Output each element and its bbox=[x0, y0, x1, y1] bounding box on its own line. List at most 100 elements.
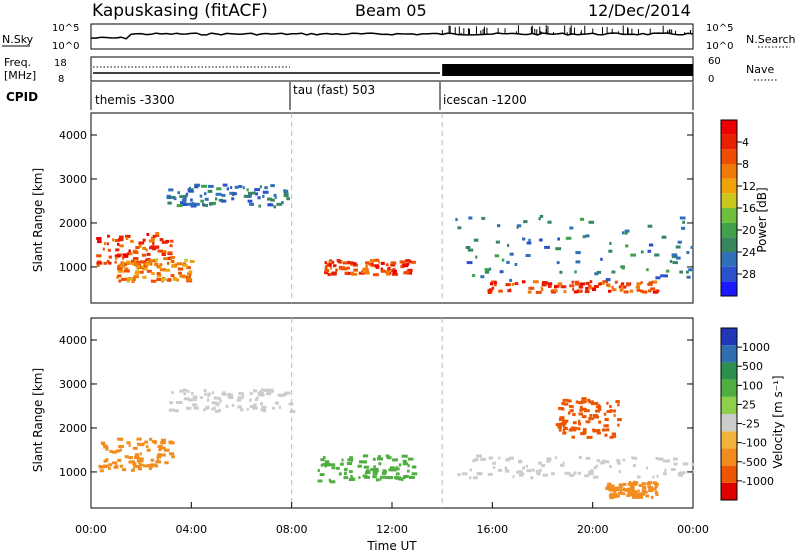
heatmap-cell bbox=[136, 437, 142, 441]
heatmap-cell bbox=[185, 406, 192, 410]
heatmap-cell bbox=[571, 435, 575, 439]
heatmap-cell bbox=[227, 393, 234, 397]
heatmap-cell bbox=[487, 472, 493, 476]
heatmap-cell bbox=[122, 262, 126, 265]
heatmap-cell bbox=[125, 237, 129, 240]
heatmap-cell bbox=[184, 194, 188, 198]
heatmap-cell bbox=[254, 188, 261, 192]
heatmap-cell bbox=[163, 448, 170, 452]
heatmap-cell bbox=[341, 458, 344, 462]
heatmap-cell bbox=[335, 466, 340, 470]
heatmap-cell bbox=[188, 188, 194, 191]
heatmap-cell bbox=[622, 266, 625, 270]
heatmap-cell bbox=[372, 273, 379, 277]
heatmap-cell bbox=[664, 274, 668, 278]
heatmap-cell bbox=[630, 493, 635, 496]
heatmap-cell bbox=[262, 408, 266, 412]
heatmap-cell bbox=[617, 491, 623, 495]
heatmap-cell bbox=[660, 274, 665, 278]
heatmap-cell bbox=[186, 202, 193, 206]
heatmap-cell bbox=[636, 475, 641, 479]
heatmap-cell bbox=[190, 204, 197, 208]
heatmap-cell bbox=[372, 457, 376, 461]
heatmap-cell bbox=[602, 280, 609, 284]
velocity-heatmap bbox=[98, 388, 695, 500]
heatmap-cell bbox=[357, 464, 362, 468]
heatmap-cell bbox=[469, 468, 472, 472]
heatmap-cell bbox=[586, 435, 593, 439]
heatmap-cell bbox=[636, 495, 641, 499]
heatmap-cell bbox=[408, 260, 412, 264]
heatmap-cell bbox=[488, 456, 493, 460]
heatmap-cell bbox=[569, 473, 575, 477]
heatmap-cell bbox=[258, 204, 261, 208]
heatmap-cell bbox=[260, 408, 263, 412]
heatmap-cell bbox=[242, 394, 245, 398]
heatmap-cell bbox=[480, 457, 487, 461]
heatmap-cell bbox=[358, 476, 361, 480]
heatmap-cell bbox=[221, 193, 226, 197]
heatmap-cell bbox=[403, 475, 407, 479]
heatmap-cell bbox=[276, 202, 283, 206]
heatmap-cell bbox=[122, 468, 127, 472]
heatmap-cell bbox=[491, 286, 495, 290]
heatmap-cell bbox=[571, 405, 574, 409]
heatmap-cell bbox=[376, 478, 380, 482]
heatmap-cell bbox=[567, 399, 572, 403]
heatmap-cell bbox=[555, 247, 562, 251]
heatmap-cell bbox=[379, 477, 382, 481]
heatmap-cell bbox=[641, 486, 647, 489]
heatmap-cell bbox=[613, 490, 617, 493]
heatmap-cell bbox=[605, 487, 611, 491]
heatmap-cell bbox=[532, 280, 539, 284]
colorbar-segment bbox=[721, 362, 737, 380]
heatmap-cell bbox=[126, 279, 130, 283]
heatmap-cell bbox=[560, 463, 565, 467]
heatmap-cell bbox=[328, 478, 331, 482]
heatmap-cell bbox=[133, 263, 139, 267]
heatmap-cell bbox=[155, 460, 162, 464]
heatmap-cell bbox=[261, 405, 265, 409]
heatmap-cell bbox=[597, 407, 602, 411]
x-axis-label: Time UT bbox=[366, 539, 417, 553]
heatmap-cell bbox=[480, 275, 485, 279]
heatmap-cell bbox=[405, 259, 411, 263]
colorbar-segment bbox=[721, 345, 737, 363]
noise-tick-right-1: 10^0 bbox=[706, 41, 733, 52]
heatmap-cell bbox=[118, 235, 124, 239]
heatmap-cell bbox=[585, 234, 590, 238]
heatmap-cell bbox=[526, 469, 531, 473]
heatmap-cell bbox=[186, 266, 191, 270]
heatmap-cell bbox=[331, 466, 336, 470]
heatmap-cell bbox=[260, 402, 264, 406]
heatmap-cell bbox=[622, 488, 626, 492]
heatmap-cell bbox=[96, 254, 102, 258]
heatmap-cell bbox=[142, 238, 146, 242]
beam-title: Beam 05 bbox=[355, 1, 427, 20]
heatmap-cell bbox=[199, 194, 203, 198]
heatmap-cell bbox=[610, 484, 615, 488]
heatmap-cell bbox=[252, 406, 258, 410]
heatmap-cell bbox=[584, 474, 590, 478]
heatmap-cell bbox=[618, 285, 622, 289]
y-tick-label: 4000 bbox=[59, 129, 87, 142]
heatmap-cell bbox=[103, 261, 108, 265]
velocity-ylabel: Slant Range [km] bbox=[31, 368, 45, 472]
heatmap-cell bbox=[138, 266, 144, 269]
heatmap-cell bbox=[599, 461, 605, 465]
heatmap-cell bbox=[507, 283, 512, 287]
heatmap-cell bbox=[348, 478, 355, 481]
x-tick-label: 08:00 bbox=[276, 523, 308, 536]
heatmap-cell bbox=[655, 493, 659, 497]
heatmap-cell bbox=[351, 272, 358, 276]
heatmap-cell bbox=[170, 256, 176, 259]
heatmap-cell bbox=[662, 472, 667, 476]
heatmap-cell bbox=[654, 485, 658, 489]
heatmap-cell bbox=[154, 258, 159, 262]
heatmap-cell bbox=[179, 389, 184, 393]
heatmap-cell bbox=[508, 456, 514, 460]
heatmap-cell bbox=[671, 253, 678, 257]
heatmap-cell bbox=[664, 468, 667, 472]
heatmap-cell bbox=[375, 266, 380, 269]
nave-tick-1: 0 bbox=[708, 74, 714, 85]
